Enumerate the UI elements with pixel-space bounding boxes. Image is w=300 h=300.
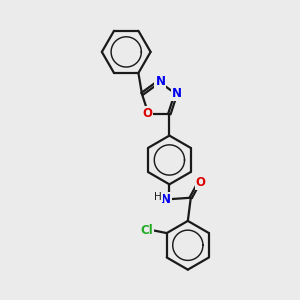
Text: O: O — [196, 176, 206, 189]
Text: O: O — [142, 107, 152, 120]
Text: N: N — [161, 193, 171, 206]
Text: N: N — [155, 75, 165, 88]
Text: H: H — [154, 192, 162, 202]
Text: N: N — [172, 88, 182, 100]
Text: Cl: Cl — [140, 224, 153, 237]
